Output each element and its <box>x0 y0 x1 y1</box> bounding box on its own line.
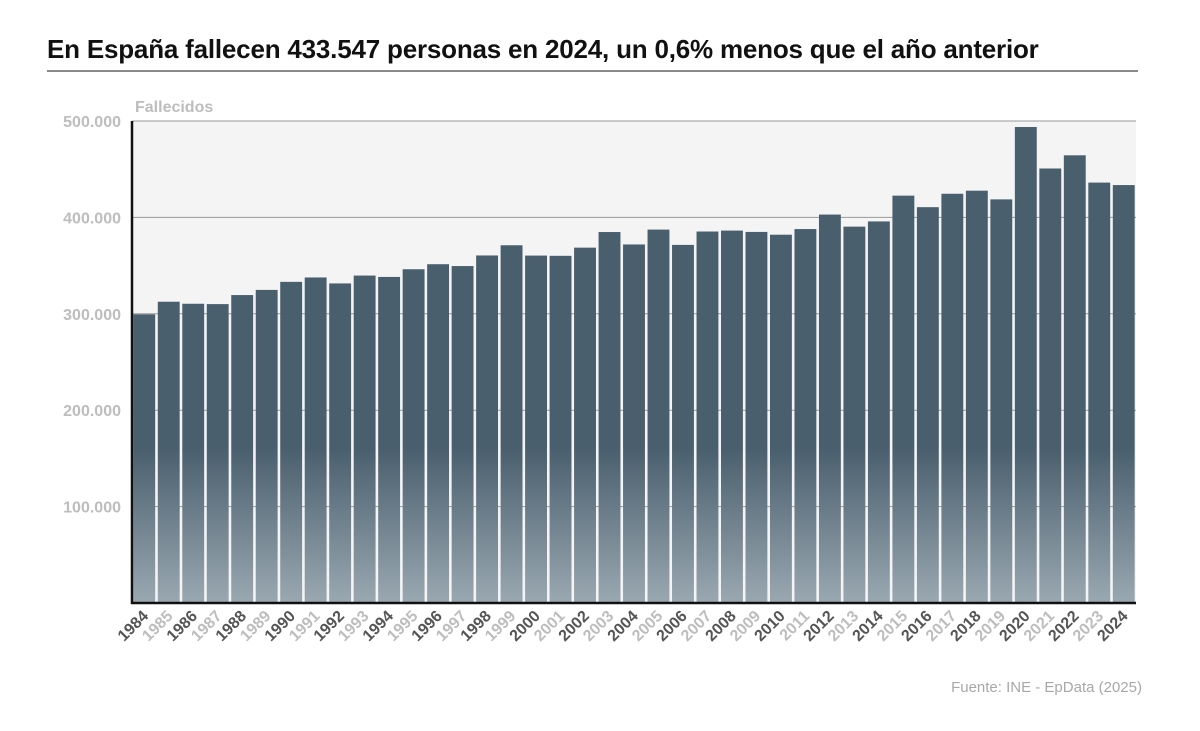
bar-2005 <box>647 229 670 603</box>
bar-1997 <box>451 266 474 603</box>
bar-2014 <box>867 221 890 604</box>
bar-2004 <box>623 244 645 603</box>
bar-2002 <box>574 247 596 603</box>
bar-2000 <box>525 255 547 603</box>
bar-2009 <box>745 231 768 603</box>
y-tick-label: 500.000 <box>63 114 121 131</box>
bar-2024 <box>1112 185 1135 603</box>
y-tick-label: 100.000 <box>63 500 121 517</box>
bar-1990 <box>280 281 303 603</box>
bar-1995 <box>402 269 425 603</box>
y-tick-labels: 100.000 200.000 300.000 400.000 500.000 <box>63 114 121 517</box>
bar-2022 <box>1063 155 1086 604</box>
title-divider <box>47 70 1138 72</box>
bar-1992 <box>329 283 352 603</box>
y-tick-label: 400.000 <box>63 210 121 227</box>
bar-2010 <box>769 234 792 603</box>
bar-2023 <box>1088 182 1111 603</box>
bar-2017 <box>941 193 964 603</box>
bar-1988 <box>231 295 254 603</box>
bar-1984 <box>133 314 156 603</box>
bar-2018 <box>965 190 988 604</box>
chart-title: En España fallecen 433.547 personas en 2… <box>47 34 1039 64</box>
bar-1993 <box>353 275 376 603</box>
y-tick-label: 200.000 <box>63 403 121 420</box>
bar-1998 <box>476 255 499 603</box>
bar-1991 <box>304 277 327 603</box>
bar-2021 <box>1039 168 1062 603</box>
bar-2011 <box>794 229 817 603</box>
bar-2020 <box>1014 126 1037 603</box>
y-axis-title: Fallecidos <box>135 99 213 116</box>
bar-1985 <box>157 301 180 603</box>
bar-1996 <box>427 264 450 603</box>
bar-2016 <box>916 207 939 603</box>
bar-2012 <box>818 214 841 603</box>
bars <box>133 126 1135 604</box>
bar-1986 <box>182 303 205 603</box>
bar-2008 <box>721 230 743 603</box>
x-tick-labels: 1984198519861987198819891990199119921993… <box>115 608 1132 645</box>
bar-1999 <box>500 245 523 603</box>
bar-2007 <box>696 231 719 603</box>
bar-2015 <box>892 195 915 603</box>
bar-2003 <box>598 232 621 603</box>
bar-1987 <box>206 304 229 603</box>
source-note: Fuente: INE - EpData (2025) <box>951 679 1142 696</box>
y-tick-label: 300.000 <box>63 307 121 324</box>
bar-2013 <box>843 226 866 603</box>
bar-2019 <box>990 199 1013 604</box>
bar-2006 <box>672 244 694 603</box>
bar-1994 <box>378 276 401 603</box>
bar-2001 <box>549 255 572 603</box>
bar-1989 <box>255 289 278 603</box>
